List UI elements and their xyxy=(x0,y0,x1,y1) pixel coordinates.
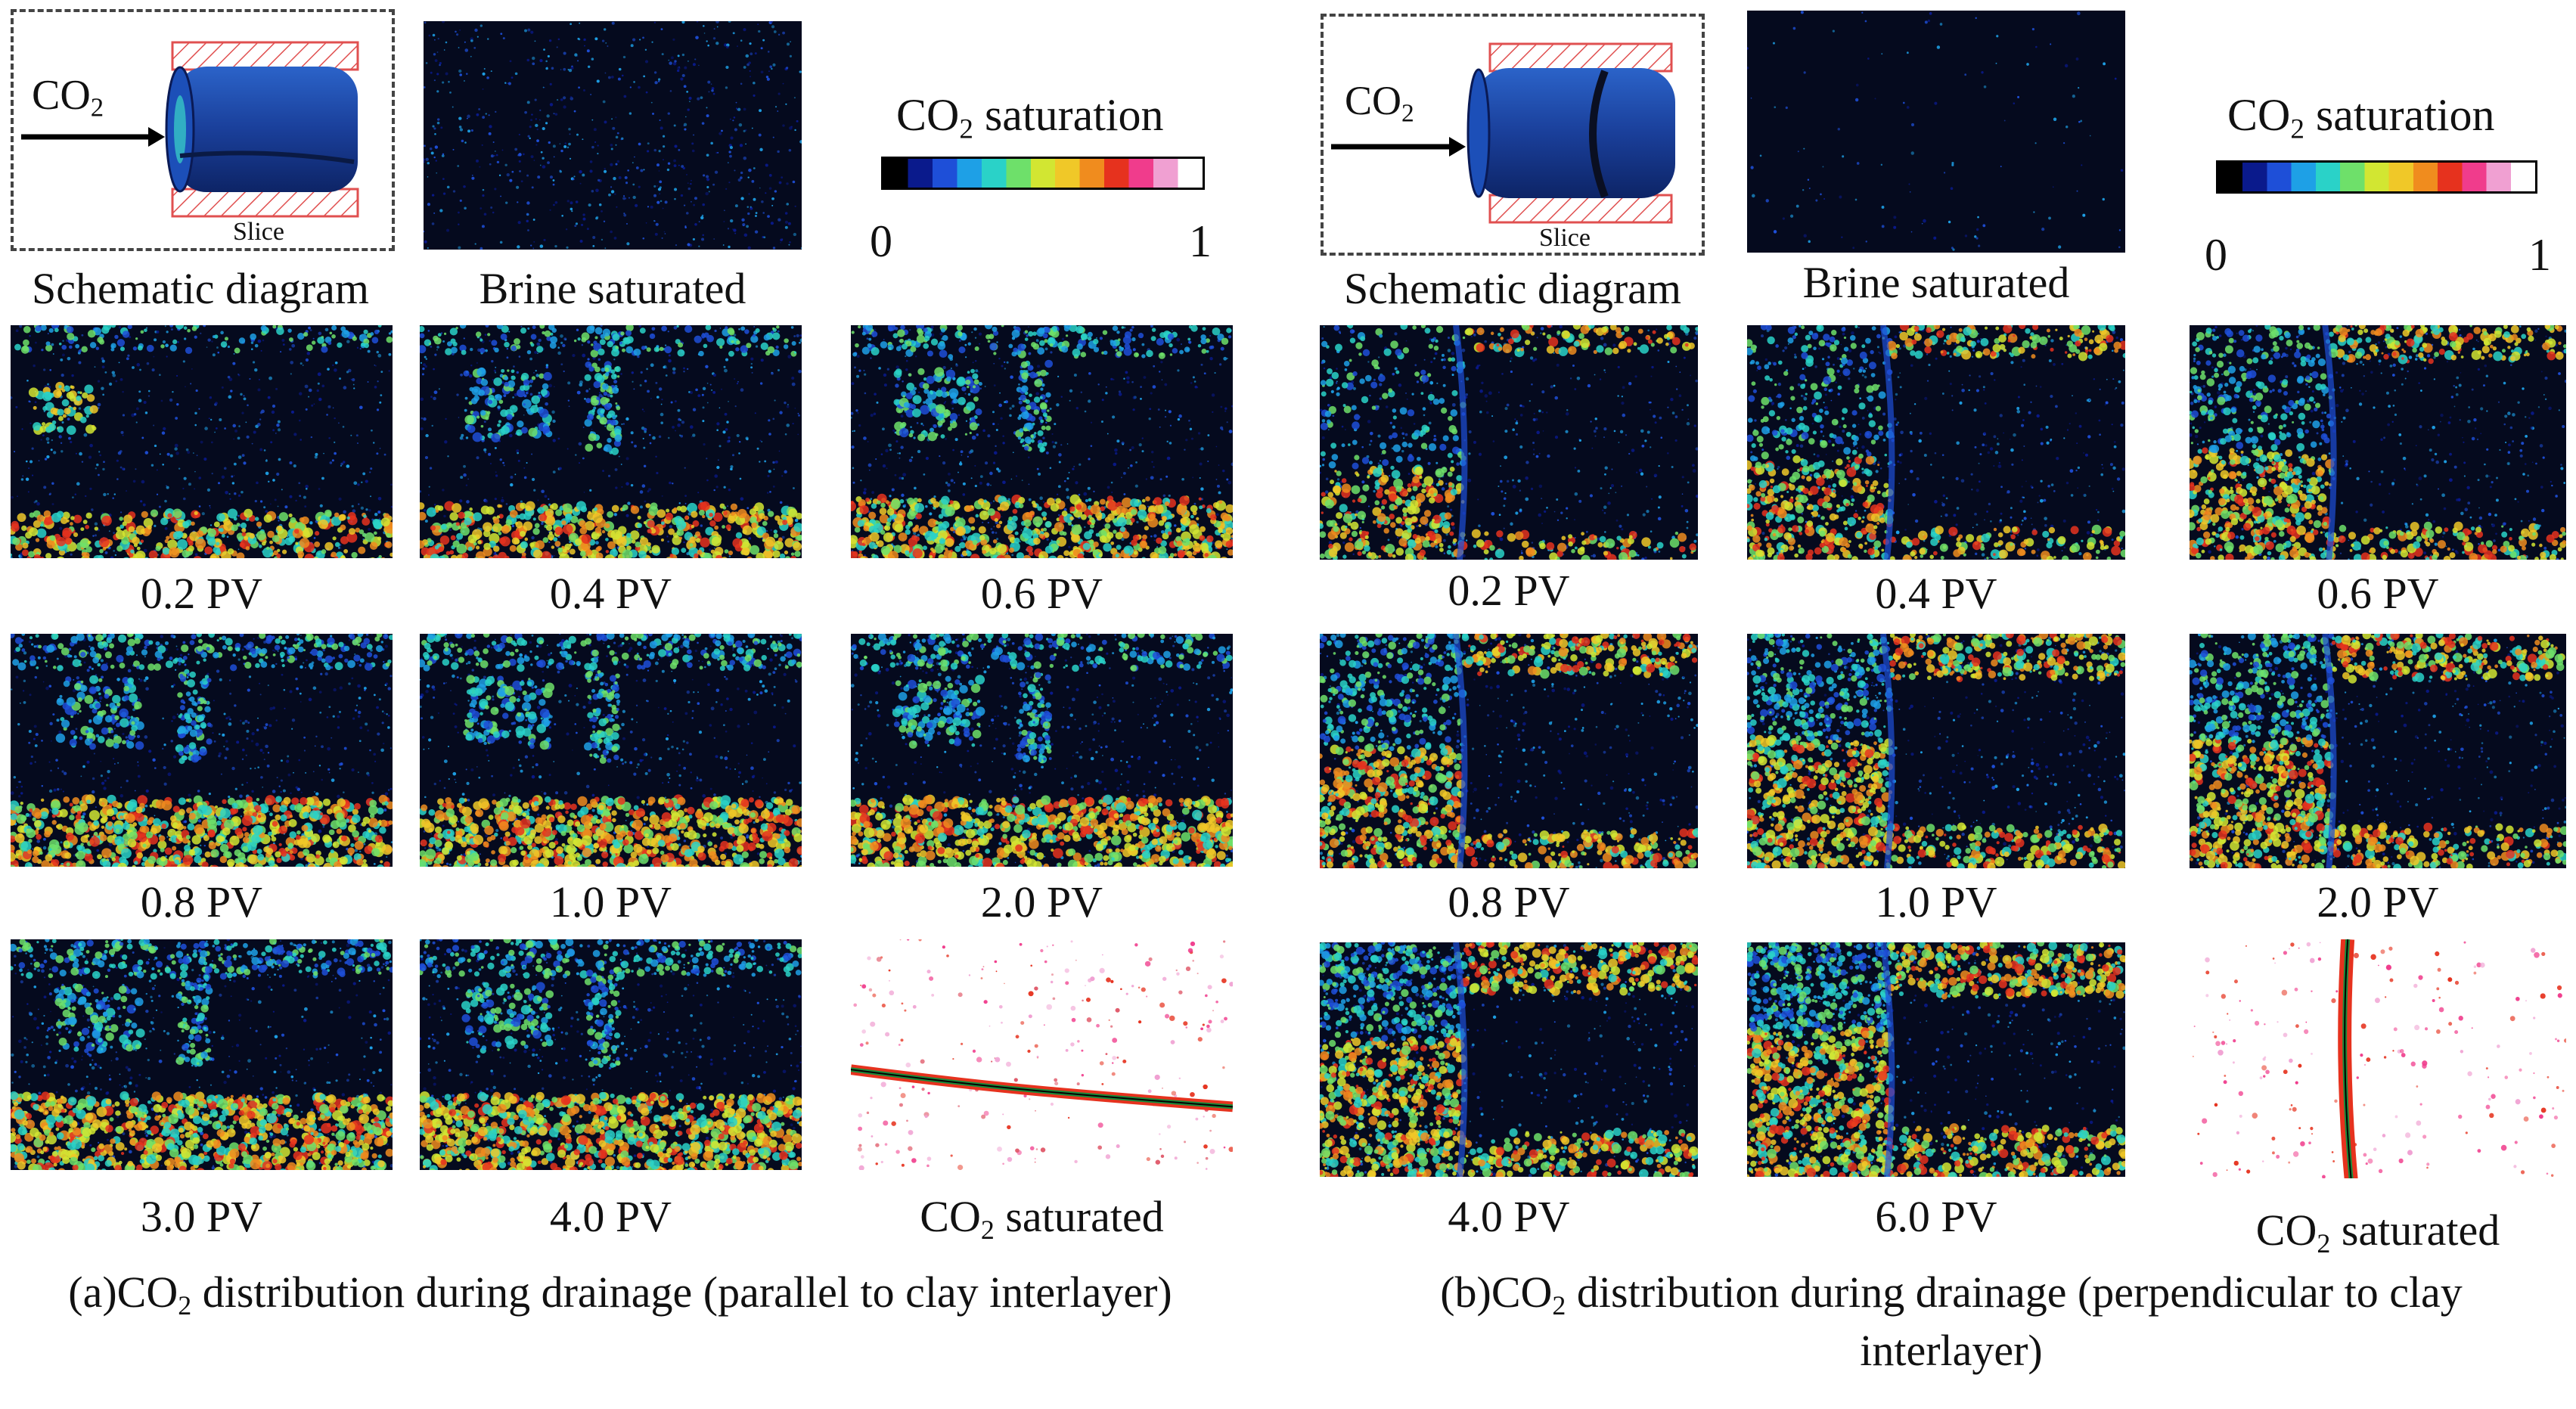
step-label-b-3: 0.6 PV xyxy=(2190,572,2566,616)
colorbar-title-a: CO2 saturation xyxy=(896,89,1164,145)
schematic-diagram-a: CO2 Slice xyxy=(11,9,395,251)
colorbar-min-a: 0 xyxy=(870,216,892,268)
co2-inlet-label: CO2 xyxy=(1345,77,1414,128)
step-label-b-2: 0.4 PV xyxy=(1747,572,2125,616)
step-label-b-7: 4.0 PV xyxy=(1320,1195,1698,1239)
step-label-b-8: 6.0 PV xyxy=(1747,1195,2125,1239)
co2-saturated-caption-a: CO2 saturated xyxy=(851,1195,1233,1244)
saturation-map-b-8 xyxy=(1747,942,2125,1177)
saturation-map-b-3 xyxy=(2190,325,2566,560)
colorbar-max-a: 1 xyxy=(1189,216,1212,268)
saturation-map-a-3 xyxy=(851,325,1233,558)
figure-caption-b: (b)CO2 distribution during drainage (per… xyxy=(1346,1265,2556,1379)
saturation-map-b-4 xyxy=(1320,634,1698,868)
co2-inlet-label: CO2 xyxy=(32,71,104,123)
saturation-map-b-6 xyxy=(2190,634,2566,868)
slice-label: Slice xyxy=(1539,224,1591,253)
colorbar-b xyxy=(2216,160,2537,194)
saturation-map-b-2 xyxy=(1747,325,2125,560)
colorbar-max-b: 1 xyxy=(2528,229,2551,281)
co2-saturated-image-a xyxy=(851,939,1233,1170)
step-label-a-4: 0.8 PV xyxy=(11,880,393,924)
saturation-map-a-8 xyxy=(420,939,802,1170)
saturation-map-a-4 xyxy=(11,634,393,867)
saturation-map-b-5 xyxy=(1747,634,2125,868)
colorbar-a xyxy=(881,157,1205,190)
step-label-a-2: 0.4 PV xyxy=(420,572,802,616)
brine-saturated-image-b xyxy=(1747,11,2125,253)
schematic-caption-b: Schematic diagram xyxy=(1312,267,1713,311)
step-label-b-4: 0.8 PV xyxy=(1320,880,1698,924)
saturation-map-b-7 xyxy=(1320,942,1698,1177)
step-label-a-6: 2.0 PV xyxy=(851,880,1233,924)
step-label-a-1: 0.2 PV xyxy=(11,572,393,616)
saturation-map-a-7 xyxy=(11,939,393,1170)
step-label-b-6: 2.0 PV xyxy=(2190,880,2566,924)
saturation-map-a-6 xyxy=(851,634,1233,867)
step-label-b-1: 0.2 PV xyxy=(1320,569,1698,613)
saturation-map-a-1 xyxy=(11,325,393,558)
colorbar-title-b: CO2 saturation xyxy=(2227,89,2495,145)
co2-saturated-caption-b: CO2 saturated xyxy=(2190,1209,2566,1258)
step-label-a-7: 3.0 PV xyxy=(11,1195,393,1239)
brine-caption-b: Brine saturated xyxy=(1747,261,2125,305)
core-sample-illustration xyxy=(21,41,359,218)
step-label-b-5: 1.0 PV xyxy=(1747,880,2125,924)
core-sample-illustration xyxy=(1331,42,1675,224)
co2-saturated-image-b xyxy=(2190,939,2566,1178)
schematic-diagram-b: CO2 Slice xyxy=(1321,14,1705,256)
brine-saturated-image-a xyxy=(424,21,802,250)
saturation-map-a-2 xyxy=(420,325,802,558)
step-label-a-3: 0.6 PV xyxy=(851,572,1233,616)
slice-label: Slice xyxy=(233,218,284,247)
step-label-a-5: 1.0 PV xyxy=(420,880,802,924)
saturation-map-b-1 xyxy=(1320,325,1698,560)
schematic-caption-a: Schematic diagram xyxy=(0,267,401,311)
step-label-a-8: 4.0 PV xyxy=(420,1195,802,1239)
saturation-map-a-5 xyxy=(420,634,802,867)
brine-caption-a: Brine saturated xyxy=(424,267,802,311)
figure-caption-a: (a)CO2 distribution during drainage (par… xyxy=(15,1265,1225,1323)
colorbar-min-b: 0 xyxy=(2205,229,2227,281)
